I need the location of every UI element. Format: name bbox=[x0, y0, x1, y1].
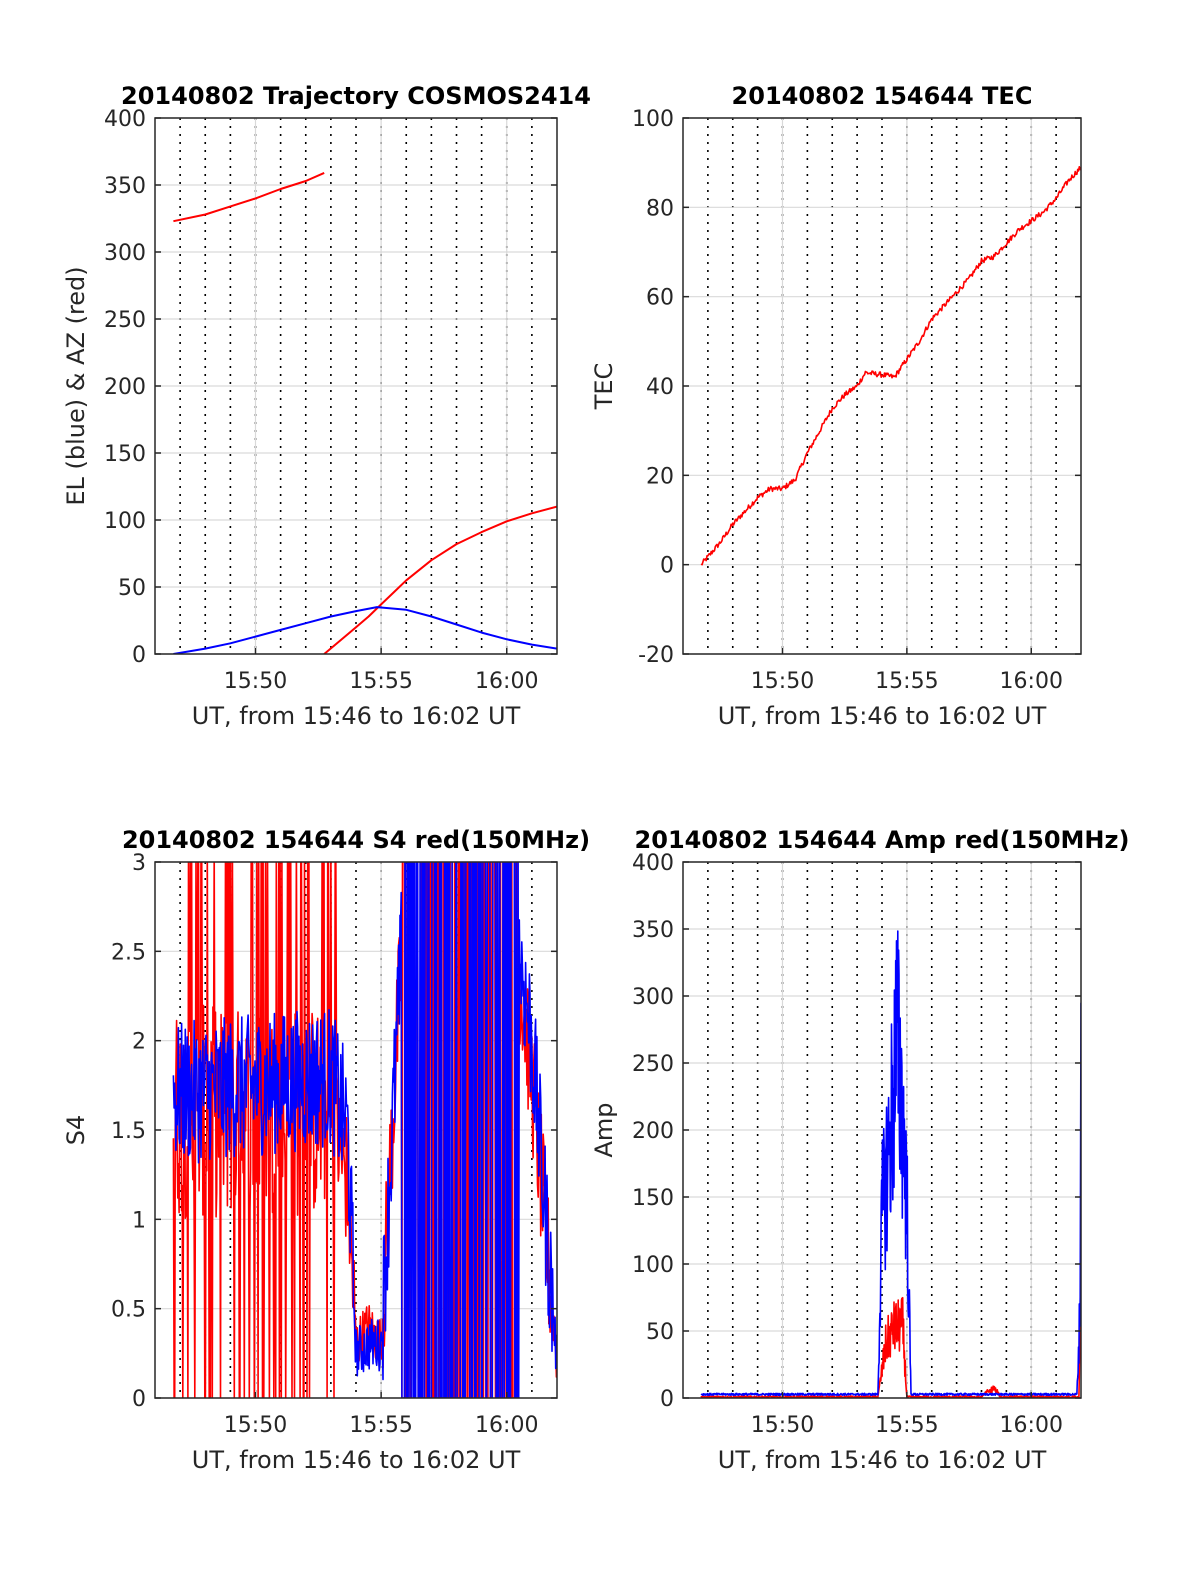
tec-x-tick-label: 15:50 bbox=[751, 669, 814, 694]
trajectory-y-tick-label: 100 bbox=[104, 509, 146, 534]
s4-x-tick-label: 16:00 bbox=[475, 1413, 538, 1438]
trajectory-y-tick-label: 350 bbox=[104, 174, 146, 199]
amp-y-tick-label: 100 bbox=[632, 1253, 674, 1278]
amp-chart-title: 20140802 154644 Amp red(150MHz) bbox=[635, 826, 1130, 854]
s4-series-line bbox=[172, 862, 557, 1398]
s4-chart-title: 20140802 154644 S4 red(150MHz) bbox=[122, 826, 590, 854]
trajectory-series-line bbox=[173, 171, 325, 223]
s4-y-tick-label: 2.5 bbox=[111, 940, 146, 965]
trajectory-series-line bbox=[173, 606, 557, 654]
chart-trajectory: 0 50 100 150 200 250 300 350 400 15:50 15:55 16:00 U… bbox=[62, 82, 591, 730]
trajectory-series-line bbox=[323, 505, 557, 654]
s4-y-axis-label: S4 bbox=[62, 1115, 90, 1146]
tec-y-tick-label: 0 bbox=[660, 554, 674, 579]
trajectory-x-tick-label: 15:50 bbox=[224, 669, 287, 694]
tec-y-tick-label: 80 bbox=[646, 196, 674, 221]
amp-y-tick-label: 350 bbox=[632, 918, 674, 943]
s4-y-tick-label: 0 bbox=[132, 1387, 146, 1412]
amp-y-tick-label: 300 bbox=[632, 985, 674, 1010]
trajectory-y-tick-label: 400 bbox=[104, 107, 146, 132]
amp-y-axis-label: Amp bbox=[590, 1102, 618, 1157]
tec-series-line bbox=[700, 166, 1081, 566]
amp-x-tick-label: 15:50 bbox=[751, 1413, 814, 1438]
tec-y-tick-label: 60 bbox=[646, 286, 674, 311]
tec-chart-title: 20140802 154644 TEC bbox=[732, 82, 1033, 110]
trajectory-y-tick-label: 250 bbox=[104, 308, 146, 333]
amp-x-tick-label: 15:55 bbox=[875, 1413, 938, 1438]
tec-x-axis-label: UT, from 15:46 to 16:02 UT bbox=[718, 702, 1047, 730]
trajectory-y-tick-label: 50 bbox=[118, 576, 146, 601]
trajectory-y-tick-label: 0 bbox=[132, 643, 146, 668]
amp-y-tick-label: 400 bbox=[632, 851, 674, 876]
trajectory-chart-title: 20140802 Trajectory COSMOS2414 bbox=[121, 82, 591, 110]
trajectory-y-axis-label: EL (blue) & AZ (red) bbox=[62, 266, 90, 505]
amp-y-tick-label: 250 bbox=[632, 1052, 674, 1077]
chart-tec: -20 0 20 40 60 80 100 15:50 15:55 16:00 UT, from 1… bbox=[590, 82, 1082, 730]
s4-y-tick-label: 3 bbox=[132, 851, 146, 876]
amp-y-tick-label: 0 bbox=[660, 1387, 674, 1412]
trajectory-x-tick-label: 15:55 bbox=[349, 669, 412, 694]
tec-y-tick-label: 100 bbox=[632, 107, 674, 132]
s4-y-tick-label: 0.5 bbox=[111, 1298, 146, 1323]
s4-y-tick-label: 1 bbox=[132, 1208, 146, 1233]
tec-x-tick-label: 15:55 bbox=[875, 669, 938, 694]
s4-x-tick-label: 15:55 bbox=[349, 1413, 412, 1438]
chart-s4: 0 0.5 1 1.5 2 2.5 3 15:50 15:55 16:00 UT, from 15:… bbox=[62, 826, 590, 1474]
trajectory-y-tick-label: 200 bbox=[104, 375, 146, 400]
amp-y-tick-label: 200 bbox=[632, 1119, 674, 1144]
s4-x-tick-label: 15:50 bbox=[224, 1413, 287, 1438]
tec-y-tick-label: 40 bbox=[646, 375, 674, 400]
amp-y-tick-label: 150 bbox=[632, 1186, 674, 1211]
tec-y-tick-label: -20 bbox=[638, 643, 674, 668]
trajectory-x-tick-label: 16:00 bbox=[475, 669, 538, 694]
s4-y-tick-label: 1.5 bbox=[111, 1119, 146, 1144]
chart-amp: 0 50 100 150 200 250 300 350 400 15:50 15:55 16:00 U… bbox=[590, 826, 1129, 1474]
s4-y-tick-label: 2 bbox=[132, 1030, 146, 1055]
amp-x-axis-label: UT, from 15:46 to 16:02 UT bbox=[718, 1446, 1047, 1474]
tec-y-tick-label: 20 bbox=[646, 464, 674, 489]
amp-series-line bbox=[700, 930, 1081, 1397]
amp-x-tick-label: 16:00 bbox=[1000, 1413, 1063, 1438]
tec-x-tick-label: 16:00 bbox=[1000, 669, 1063, 694]
amp-y-tick-label: 50 bbox=[646, 1320, 674, 1345]
s4-x-axis-label: UT, from 15:46 to 16:02 UT bbox=[192, 1446, 521, 1474]
trajectory-y-tick-label: 150 bbox=[104, 442, 146, 467]
trajectory-x-axis-label: UT, from 15:46 to 16:02 UT bbox=[192, 702, 521, 730]
tec-y-axis-label: TEC bbox=[590, 363, 618, 411]
trajectory-y-tick-label: 300 bbox=[104, 241, 146, 266]
